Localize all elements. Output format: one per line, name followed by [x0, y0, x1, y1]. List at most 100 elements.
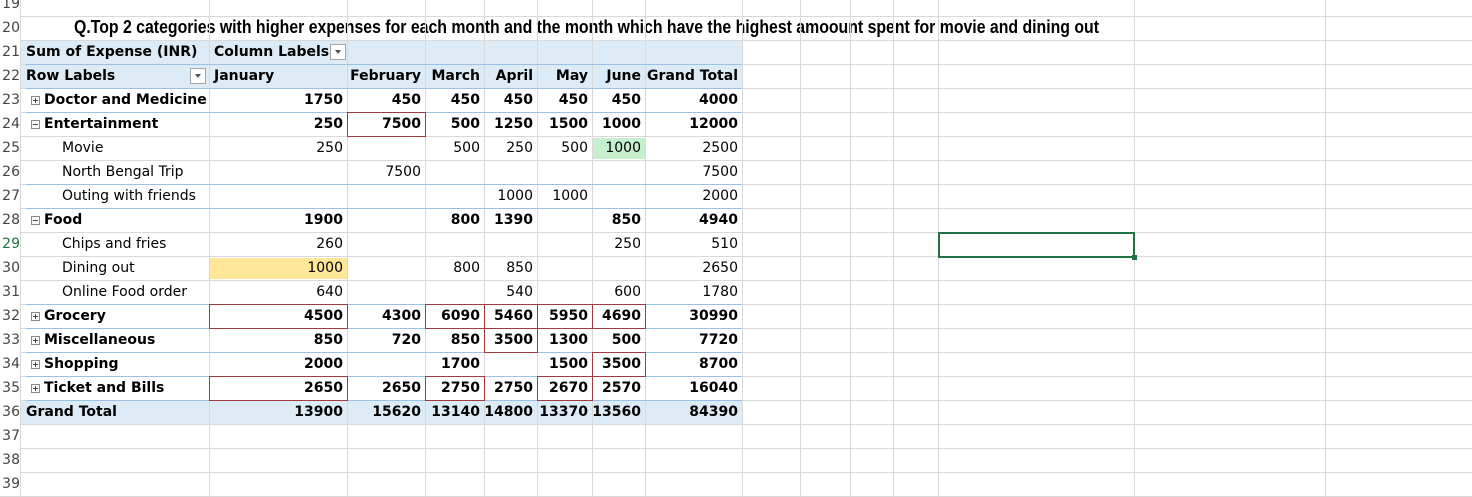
pivot-value-cell[interactable]: 4500 — [304, 308, 343, 324]
subcategory-row-label[interactable]: Online Food order — [62, 284, 187, 300]
category-row-label[interactable]: Miscellaneous — [44, 332, 156, 348]
pivot-values-label[interactable]: Sum of Expense (INR) — [26, 44, 198, 60]
row-grand-total-cell[interactable]: 16040 — [689, 380, 738, 396]
row-number[interactable]: 31 — [0, 280, 20, 304]
pivot-value-cell[interactable]: 450 — [558, 92, 588, 108]
pivot-value-cell[interactable]: 850 — [611, 212, 641, 228]
row-number[interactable]: 19 — [0, 0, 20, 16]
pivot-value-cell[interactable]: 1900 — [304, 212, 343, 228]
pivot-row-labels-header[interactable]: Row Labels — [26, 68, 116, 84]
row-number[interactable]: 30 — [0, 256, 20, 280]
pivot-value-cell[interactable]: 5950 — [549, 308, 588, 324]
row-number[interactable]: 23 — [0, 88, 20, 112]
month-header[interactable]: May — [555, 68, 588, 84]
row-number[interactable]: 33 — [0, 328, 20, 352]
pivot-value-cell[interactable]: 720 — [391, 332, 421, 348]
category-row-label[interactable]: Food — [44, 212, 83, 228]
collapse-toggle-icon[interactable] — [31, 120, 40, 129]
pivot-value-cell[interactable]: 1250 — [494, 116, 533, 132]
month-header[interactable]: January — [214, 68, 275, 84]
pivot-value-cell[interactable]: 7500 — [382, 116, 421, 132]
expand-toggle-icon[interactable] — [31, 312, 40, 321]
pivot-value-cell[interactable]: 4300 — [382, 308, 421, 324]
row-grand-total-cell[interactable]: 4940 — [699, 212, 738, 228]
month-header[interactable]: April — [495, 68, 533, 84]
pivot-value-cell[interactable]: 3500 — [494, 332, 533, 348]
pivot-value-cell[interactable]: 850 — [450, 332, 480, 348]
row-grand-total-cell[interactable]: 2000 — [702, 188, 738, 204]
row-number[interactable]: 20 — [0, 16, 20, 40]
pivot-value-cell[interactable]: 450 — [391, 92, 421, 108]
pivot-value-cell[interactable]: 500 — [611, 332, 641, 348]
category-row-label[interactable]: Doctor and Medicine — [44, 92, 207, 108]
row-grand-total-cell[interactable]: 7720 — [699, 332, 738, 348]
row-grand-total-cell[interactable]: 2500 — [702, 140, 738, 156]
pivot-column-labels-header[interactable]: Column Labels — [214, 44, 330, 60]
row-number[interactable]: 27 — [0, 184, 20, 208]
pivot-value-cell[interactable]: 1000 — [605, 140, 641, 156]
collapse-toggle-icon[interactable] — [31, 216, 40, 225]
row-grand-total-cell[interactable]: 7500 — [702, 164, 738, 180]
pivot-value-cell[interactable]: 2650 — [382, 380, 421, 396]
subcategory-row-label[interactable]: North Bengal Trip — [62, 164, 184, 180]
pivot-value-cell[interactable]: 500 — [450, 116, 480, 132]
month-header[interactable]: March — [431, 68, 480, 84]
row-number[interactable]: 21 — [0, 40, 20, 64]
pivot-value-cell[interactable]: 2670 — [549, 380, 588, 396]
pivot-value-cell[interactable]: 850 — [313, 332, 343, 348]
pivot-value-cell[interactable]: 1000 — [552, 188, 588, 204]
pivot-value-cell[interactable]: 260 — [316, 236, 343, 252]
pivot-value-cell[interactable]: 1000 — [497, 188, 533, 204]
row-number[interactable]: 29 — [0, 232, 20, 256]
pivot-value-cell[interactable]: 4690 — [602, 308, 641, 324]
subcategory-row-label[interactable]: Chips and fries — [62, 236, 167, 252]
expand-toggle-icon[interactable] — [31, 336, 40, 345]
grand-total-row-label[interactable]: Grand Total — [26, 404, 117, 420]
subcategory-row-label[interactable]: Dining out — [62, 260, 135, 276]
row-number[interactable]: 37 — [0, 424, 20, 448]
row-number[interactable]: 32 — [0, 304, 20, 328]
pivot-value-cell[interactable]: 2750 — [441, 380, 480, 396]
row-number[interactable]: 39 — [0, 472, 20, 496]
pivot-value-cell[interactable]: 6090 — [441, 308, 480, 324]
pivot-value-cell[interactable]: 540 — [506, 284, 533, 300]
pivot-value-cell[interactable]: 7500 — [385, 164, 421, 180]
grand-total-column-header[interactable]: Grand Total — [647, 68, 738, 84]
row-grand-total-cell[interactable]: 510 — [711, 236, 738, 252]
grand-total-value[interactable]: 13140 — [431, 404, 480, 420]
pivot-value-cell[interactable] — [565, 256, 641, 280]
category-row-label[interactable]: Ticket and Bills — [44, 380, 165, 396]
subcategory-row-label[interactable]: Movie — [62, 140, 104, 156]
grand-total-value[interactable]: 13370 — [539, 404, 588, 420]
row-grand-total-cell[interactable]: 12000 — [689, 116, 738, 132]
pivot-value-cell[interactable]: 250 — [313, 116, 343, 132]
row-grand-total-cell[interactable]: 8700 — [699, 356, 738, 372]
pivot-value-cell[interactable]: 500 — [561, 140, 588, 156]
pivot-value-cell[interactable]: 2650 — [304, 380, 343, 396]
row-number[interactable]: 26 — [0, 160, 20, 184]
active-cell-selection[interactable] — [938, 232, 1137, 260]
row-number[interactable]: 36 — [0, 400, 20, 424]
pivot-value-cell[interactable]: 450 — [450, 92, 480, 108]
row-grand-total-cell[interactable]: 4000 — [699, 92, 738, 108]
category-row-label[interactable]: Shopping — [44, 356, 119, 372]
month-header[interactable]: June — [606, 68, 641, 84]
category-row-label[interactable]: Grocery — [44, 308, 106, 324]
row-grand-total-cell[interactable]: 1780 — [702, 284, 738, 300]
pivot-value-cell[interactable] — [565, 184, 641, 208]
row-grand-total-cell[interactable]: 2650 — [702, 260, 738, 276]
pivot-value-cell[interactable] — [565, 160, 641, 184]
subcategory-row-label[interactable]: Outing with friends — [62, 188, 196, 204]
pivot-value-cell[interactable]: 1300 — [549, 332, 588, 348]
pivot-value-cell[interactable]: 500 — [453, 140, 480, 156]
expand-toggle-icon[interactable] — [31, 360, 40, 369]
pivot-value-cell[interactable]: 800 — [453, 260, 480, 276]
row-number[interactable]: 22 — [0, 64, 20, 88]
pivot-value-cell[interactable]: 800 — [450, 212, 480, 228]
row-number[interactable]: 35 — [0, 376, 20, 400]
pivot-value-cell[interactable]: 1500 — [549, 116, 588, 132]
column-labels-filter-dropdown[interactable] — [330, 44, 346, 60]
row-labels-filter-dropdown[interactable] — [190, 68, 206, 84]
grand-total-value[interactable]: 14800 — [484, 404, 533, 420]
